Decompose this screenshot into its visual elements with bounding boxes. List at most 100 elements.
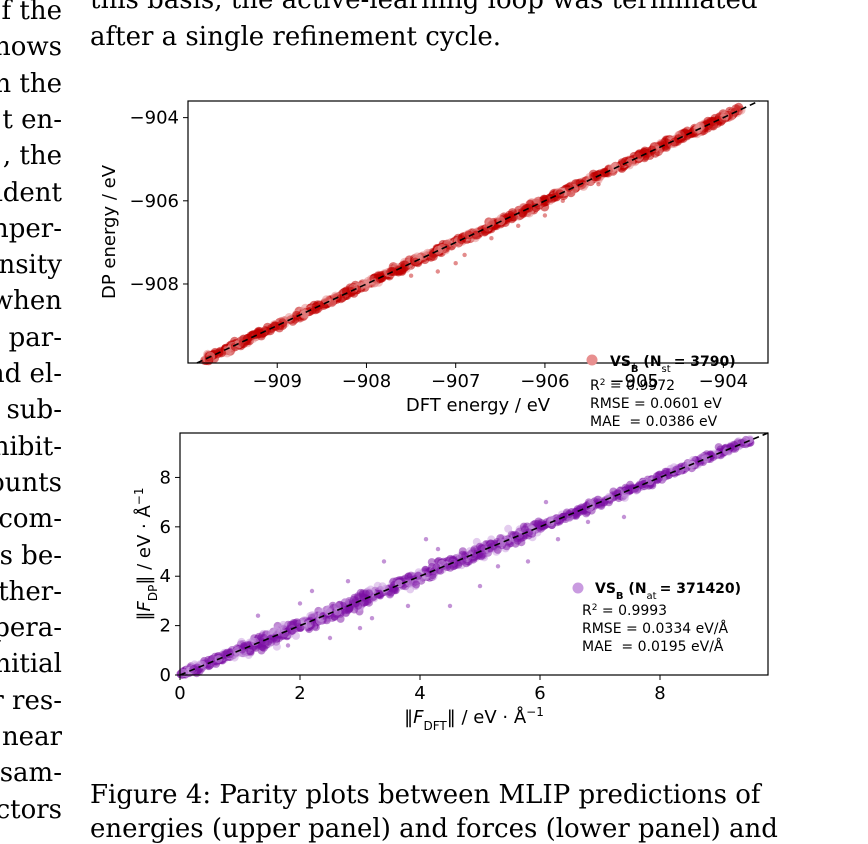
outlier-point	[489, 236, 494, 241]
left-text-fragment: pera-	[0, 613, 62, 644]
left-text-fragment: com-	[0, 504, 62, 535]
data-point	[217, 348, 227, 358]
x-tick-label: 0	[174, 683, 185, 704]
outlier-point	[585, 519, 591, 525]
outlier-point	[555, 537, 561, 542]
data-point	[405, 578, 414, 587]
data-point	[243, 334, 252, 344]
x-tick-label: −905	[609, 371, 658, 392]
left-text-fragment: when	[0, 286, 62, 317]
data-point	[412, 580, 421, 589]
data-point	[702, 454, 711, 463]
data-point	[256, 331, 266, 341]
outlier-point	[495, 564, 501, 569]
data-point	[613, 490, 622, 498]
left-text-fragment: ident	[0, 177, 62, 208]
data-point	[423, 569, 432, 577]
outlier-point	[621, 514, 627, 520]
left-text-fragment: hows	[0, 32, 62, 63]
left-text-fragment: nd el-	[0, 359, 62, 389]
data-point	[327, 298, 337, 308]
upper-y-axis-label: DP energy / eV	[99, 164, 120, 299]
data-point	[346, 286, 356, 296]
left-text-fragment: ctors	[0, 794, 62, 825]
data-point	[458, 547, 467, 556]
data-point	[599, 168, 609, 177]
body-text-line-2: after a single refinement cycle.	[90, 22, 501, 52]
data-point	[485, 218, 495, 228]
lower-legend-r2: R2 = 0.9993	[582, 603, 667, 619]
data-point	[600, 498, 609, 507]
lower-x-axis-label: ‖FDFT‖ / eV · Å−1	[404, 705, 544, 733]
data-point	[261, 639, 270, 648]
outlier-point	[357, 625, 363, 631]
lower-parity-line	[179, 432, 769, 676]
data-point	[397, 265, 407, 275]
outlier-point	[297, 601, 303, 606]
outlier-point	[285, 643, 291, 648]
outlier-point	[435, 269, 440, 274]
left-text-fragment: nper-	[0, 213, 62, 244]
caption-line-1: Figure 4: Parity plots between MLIP pred…	[90, 780, 761, 810]
data-point	[477, 543, 486, 552]
upper-legend-marker	[586, 354, 598, 366]
data-point	[464, 230, 474, 240]
outlier-point	[516, 223, 521, 228]
left-text-fragment: r res-	[0, 685, 62, 716]
outlier-point	[596, 182, 601, 187]
outlier-point	[435, 546, 441, 552]
data-point	[222, 650, 231, 659]
lower-legend-rmse: RMSE = 0.0334 eV/Å	[582, 620, 729, 637]
y-tick-label: 0	[160, 665, 171, 686]
outlier-point	[543, 499, 549, 505]
outlier-point	[408, 273, 414, 278]
lower-y-ticks: 0 2 4 6 8	[160, 467, 180, 686]
left-text-fragment: s be-	[0, 540, 62, 571]
data-point	[518, 208, 528, 218]
lower-legend-marker	[572, 582, 584, 594]
x-tick-label: 8	[654, 683, 665, 704]
data-point	[312, 304, 322, 314]
lower-parity-plot: 0 2 4 6 8 0 2 4 6 8 ‖FDFT‖ / eV · Å−1 ‖FDP‖ / eV…	[132, 432, 769, 733]
data-point	[246, 647, 255, 656]
x-tick-label: 2	[294, 683, 305, 704]
data-point	[406, 585, 415, 594]
outlier-point	[462, 252, 467, 258]
outlier-point	[453, 261, 458, 266]
x-tick-label: −906	[520, 371, 569, 392]
lower-plot-frame	[179, 432, 769, 676]
data-point	[582, 501, 591, 510]
data-point	[504, 524, 513, 533]
data-point	[720, 111, 730, 121]
outlier-point	[381, 559, 387, 564]
outlier-point	[292, 317, 298, 322]
data-point	[575, 178, 585, 188]
left-text-fragment: sam-	[0, 758, 62, 789]
left-text-fragment: n the	[0, 68, 62, 99]
x-tick-label: −908	[342, 371, 391, 392]
left-text-fragment: nibit-	[0, 431, 62, 462]
lower-x-ticks: 0 2 4 6 8	[174, 675, 666, 704]
upper-legend-title: VSB (Nst = 3790)	[610, 354, 736, 375]
outlier-point	[423, 537, 429, 542]
upper-parity-line	[196, 100, 760, 364]
upper-legend-r2: R2 = 0.9972	[590, 378, 675, 394]
data-point	[662, 138, 672, 148]
left-text-fragment: ther-	[0, 576, 62, 607]
x-tick-label: −909	[253, 371, 302, 392]
outlier-point	[447, 603, 453, 609]
data-point	[336, 294, 346, 304]
lower-legend-mae: MAE = 0.0195 eV/Å	[582, 638, 724, 655]
data-point	[662, 467, 671, 476]
data-point	[534, 517, 543, 526]
upper-legend-rmse: RMSE = 0.0601 eV	[590, 396, 722, 412]
outlier-point	[255, 613, 261, 618]
data-point	[470, 545, 479, 554]
data-point	[315, 616, 324, 625]
data-point	[272, 642, 281, 651]
outlier-point	[560, 198, 565, 203]
left-text-fragment: nsity	[0, 250, 62, 281]
x-tick-label: 4	[414, 683, 425, 704]
data-point	[433, 245, 443, 255]
left-text-fragment: nitial	[0, 649, 62, 680]
